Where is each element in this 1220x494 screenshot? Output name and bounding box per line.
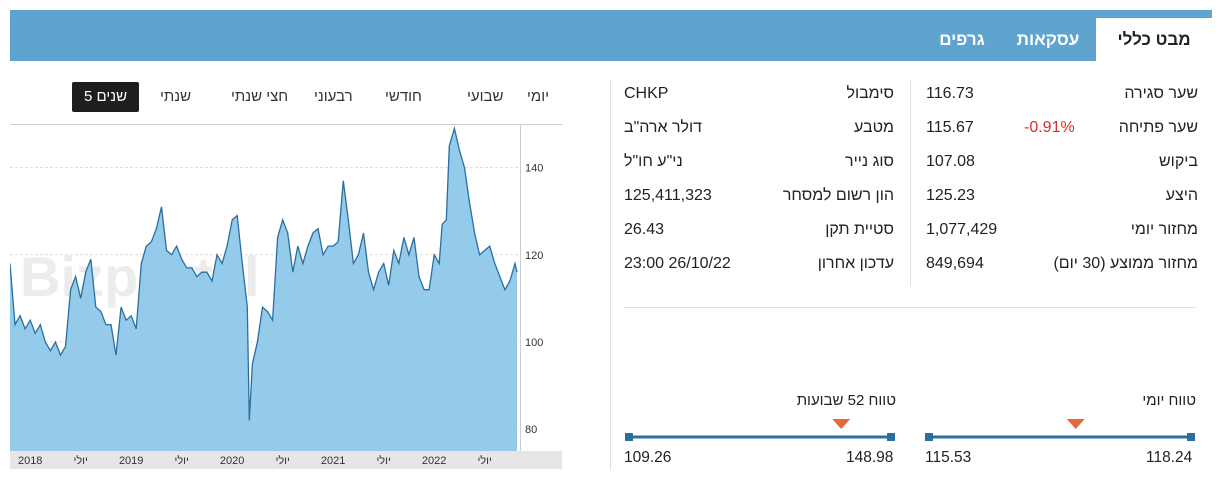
stat-change-open: -0.91% xyxy=(1024,119,1075,136)
stat-label-bid: ביקוש xyxy=(1159,153,1198,170)
y-tick-label: 100 xyxy=(525,337,543,349)
info-label-symbol: סימבול xyxy=(846,85,894,102)
stat-value-daily-volume: 1,077,429 xyxy=(926,221,998,238)
period-quarterly[interactable]: רבעוני xyxy=(314,88,353,105)
range-52-bar xyxy=(625,419,895,441)
tab-charts[interactable]: גרפים xyxy=(939,30,985,49)
info-label-last-update: עדכון אחרון xyxy=(817,255,894,272)
tab-overview[interactable]: מבט כללי xyxy=(1096,18,1212,61)
x-tick-label: יולי xyxy=(477,454,491,467)
x-tick-label: 2018 xyxy=(18,455,42,467)
stat-label-daily-volume: מחזור יומי xyxy=(1130,221,1198,238)
info-value-registered-capital: 125,411,323 xyxy=(624,187,712,204)
info-label-currency: מטבע xyxy=(854,119,894,136)
x-tick-label: 2020 xyxy=(220,455,244,467)
x-tick-label: 2019 xyxy=(119,455,143,467)
range-daily-title: טווח יומי xyxy=(1142,392,1196,409)
range-daily-low: 115.53 xyxy=(925,449,972,466)
x-tick-label: יולי xyxy=(73,454,87,467)
column-divider xyxy=(910,80,911,286)
range-52-high: 148.98 xyxy=(846,449,894,466)
info-label-registered-capital: הון רשום למסחר xyxy=(782,187,894,204)
info-value-security-type: ני"ע חו"ל xyxy=(624,153,683,170)
y-tick-label: 120 xyxy=(525,250,543,262)
info-label-std-dev: סטיית תקן xyxy=(825,221,894,238)
period-5-years[interactable]: 5 שנים xyxy=(72,82,140,112)
range-52-marker-icon xyxy=(832,419,851,429)
panel-divider xyxy=(610,80,611,470)
stat-label-close: שער סגירה xyxy=(1124,85,1198,102)
stat-value-close: 116.73 xyxy=(926,85,974,102)
range-daily-bar xyxy=(925,419,1195,441)
info-value-std-dev: 26.43 xyxy=(624,221,665,238)
y-tick-label: 140 xyxy=(525,163,543,175)
info-value-currency: דולר ארה"ב xyxy=(624,119,702,136)
info-value-last-update: 23:00 26/10/22 xyxy=(624,255,731,272)
tab-bar: מבט כללי עסקאות גרפים xyxy=(10,10,1212,61)
range-52-low: 109.26 xyxy=(624,449,672,466)
x-tick-label: 2022 xyxy=(422,455,446,467)
period-weekly[interactable]: שבועי xyxy=(467,88,504,105)
x-axis-band xyxy=(10,451,562,469)
period-half-yearly[interactable]: חצי שנתי xyxy=(231,88,289,105)
x-tick-label: יולי xyxy=(376,454,390,467)
price-chart: Bizportal 140 120 100 80 2018 יולי 2019 יולי 20… xyxy=(9,124,562,469)
price-area xyxy=(10,128,517,451)
info-value-symbol: CHKP xyxy=(624,85,669,102)
stat-value-ask: 125.23 xyxy=(926,187,975,204)
x-tick-label: יולי xyxy=(174,454,188,467)
stat-value-open: 115.67 xyxy=(926,119,974,136)
range-daily-marker-icon xyxy=(1066,419,1085,429)
x-tick-label: יולי xyxy=(275,454,289,467)
stat-value-avg-volume: 849,694 xyxy=(926,255,984,272)
range-52-title: טווח 52 שבועות xyxy=(796,392,896,409)
y-tick-label: 80 xyxy=(525,424,537,436)
period-monthly[interactable]: חודשי xyxy=(385,88,422,105)
range-daily-high: 118.24 xyxy=(1146,449,1193,466)
period-daily[interactable]: יומי xyxy=(527,88,549,105)
x-tick-label: 2021 xyxy=(321,455,345,467)
period-yearly[interactable]: שנתי xyxy=(160,88,192,105)
info-label-security-type: סוג נייר xyxy=(845,153,894,170)
stat-label-ask: היצע xyxy=(1165,187,1198,204)
stat-label-open: שער פתיחה xyxy=(1118,119,1198,136)
section-divider xyxy=(624,307,1196,308)
price-line xyxy=(9,125,518,421)
tab-transactions[interactable]: עסקאות xyxy=(1016,30,1080,49)
stat-label-avg-volume: מחזור ממוצע (30 יום) xyxy=(1053,255,1198,272)
stat-value-bid: 107.08 xyxy=(926,153,975,170)
